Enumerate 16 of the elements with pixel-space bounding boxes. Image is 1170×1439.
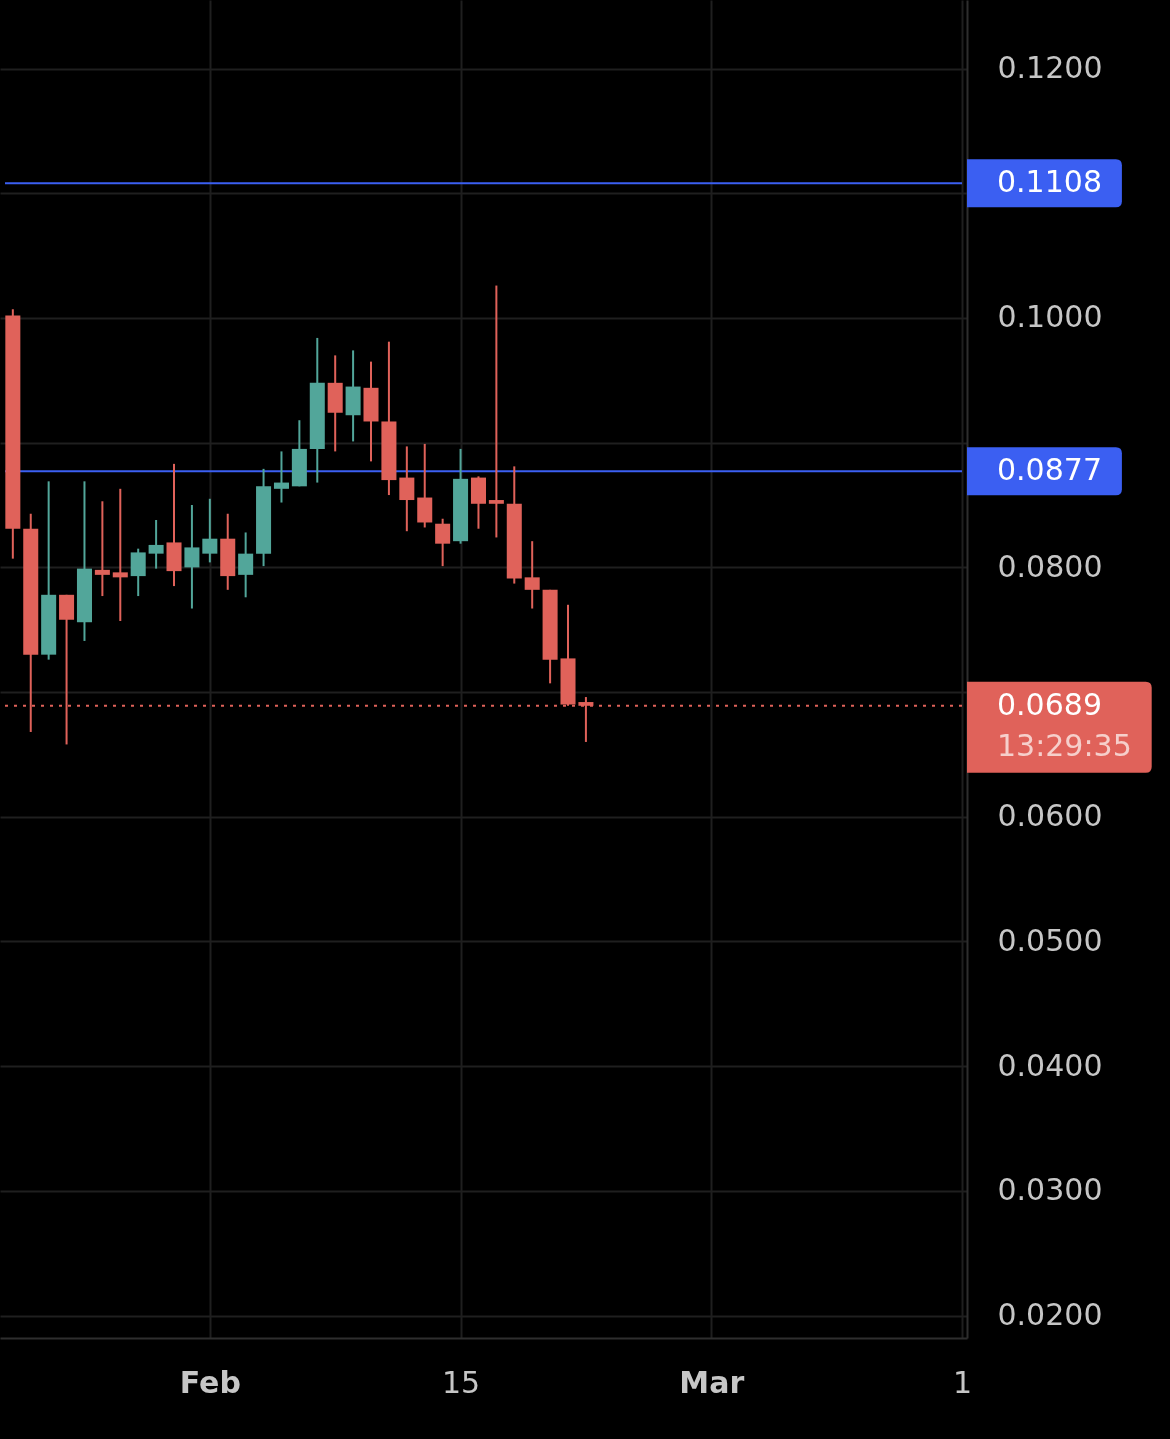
y-tick-label: 0.0300	[997, 1172, 1103, 1208]
y-tick-label: 0.1000	[997, 299, 1103, 335]
y-tick-label: 0.0400	[997, 1047, 1103, 1083]
x-tick-label: 15	[441, 1364, 481, 1400]
ref-line-label: 0.0689	[997, 686, 1102, 722]
x-tick-label: Feb	[179, 1364, 241, 1400]
x-tick-label: 1	[952, 1364, 973, 1400]
y-tick-label: 0.0800	[997, 548, 1103, 584]
ref-line-label: 0.0877	[997, 452, 1102, 488]
y-tick-label: 0.0500	[997, 922, 1103, 958]
ref-line-label: 0.1108	[997, 164, 1102, 200]
y-tick-label: 0.0600	[997, 798, 1103, 834]
x-tick-label: Mar	[679, 1364, 745, 1400]
y-tick-label: 0.0200	[997, 1297, 1103, 1333]
y-tick-label: 0.1200	[997, 50, 1103, 86]
text: 13:29:35	[997, 727, 1132, 763]
